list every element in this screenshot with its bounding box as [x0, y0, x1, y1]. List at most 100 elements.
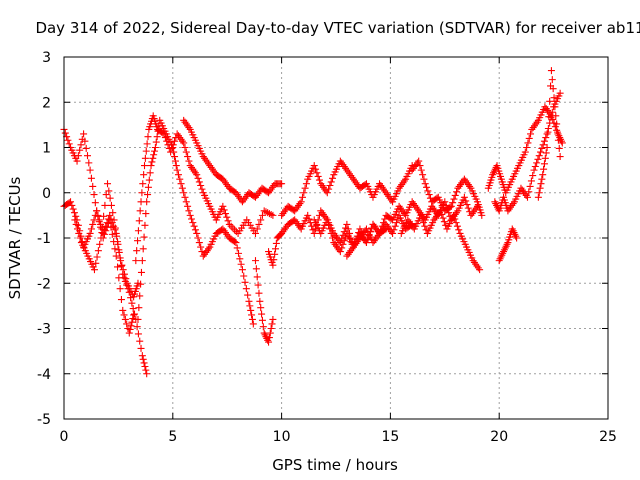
data-point — [302, 180, 310, 188]
data-point — [460, 193, 468, 201]
data-point — [549, 85, 557, 93]
data-point — [527, 177, 535, 185]
data-point — [310, 162, 318, 170]
data-point — [151, 144, 159, 151]
data-point — [89, 220, 97, 228]
data-point — [139, 355, 147, 363]
y-tick-label: 1 — [42, 141, 51, 157]
data-point — [236, 255, 244, 263]
data-point — [235, 249, 243, 257]
data-point — [535, 189, 543, 197]
data-point — [231, 238, 239, 246]
data-point — [182, 148, 190, 156]
data-point — [141, 363, 149, 371]
data-point — [476, 266, 484, 274]
data-point — [86, 166, 94, 174]
data-point — [238, 266, 246, 274]
data-point — [141, 154, 149, 162]
data-point — [97, 234, 105, 242]
data-point — [229, 224, 237, 232]
data-point — [326, 182, 334, 190]
data-point — [95, 216, 103, 224]
data-points — [60, 67, 566, 378]
data-point — [365, 231, 373, 239]
data-point — [537, 180, 545, 188]
data-point — [153, 133, 161, 141]
x-axis-label: GPS time / hours — [272, 456, 398, 474]
data-point — [425, 191, 433, 199]
data-point — [128, 299, 136, 307]
data-point — [173, 166, 181, 174]
data-point — [421, 222, 429, 230]
data-point — [143, 370, 151, 378]
series-track-1 — [60, 125, 138, 337]
data-point — [314, 172, 322, 180]
data-point — [558, 139, 566, 147]
data-point — [118, 261, 126, 269]
data-point — [463, 201, 471, 209]
data-point — [80, 130, 88, 138]
y-tick-label: -1 — [37, 231, 51, 247]
data-point — [344, 225, 352, 233]
data-point — [419, 171, 427, 179]
data-point — [232, 228, 240, 236]
data-point — [258, 310, 266, 318]
data-point — [136, 207, 144, 215]
data-point — [184, 153, 192, 161]
data-point — [267, 325, 275, 332]
data-point — [119, 306, 127, 314]
data-point — [547, 67, 555, 75]
data-point — [67, 198, 75, 206]
data-point — [420, 175, 428, 183]
data-point — [120, 270, 128, 278]
data-point — [548, 108, 556, 116]
data-point — [329, 234, 337, 242]
data-point — [269, 211, 277, 219]
data-point — [538, 175, 546, 183]
data-point — [271, 250, 279, 258]
series-track-4 — [132, 112, 277, 265]
data-point — [452, 219, 460, 227]
data-point — [143, 198, 151, 206]
data-point — [513, 234, 521, 242]
data-point — [77, 141, 85, 149]
data-point — [417, 166, 425, 174]
data-point — [531, 163, 539, 171]
x-tick-label: 25 — [599, 429, 617, 445]
data-point — [233, 244, 241, 252]
data-point — [127, 322, 135, 330]
data-point — [325, 220, 333, 228]
data-point — [170, 148, 178, 156]
data-point — [548, 76, 556, 84]
data-point — [455, 226, 463, 234]
data-point — [545, 113, 553, 121]
data-point — [248, 311, 256, 319]
axis-ticks: -5 -4 -3 -2 -1 0 1 2 3 0 5 10 15 20 25 — [37, 50, 617, 445]
data-point — [87, 225, 95, 233]
data-point — [269, 261, 277, 269]
data-point — [418, 215, 426, 223]
data-point — [305, 215, 313, 223]
data-point — [257, 304, 265, 312]
data-point — [91, 199, 99, 207]
data-point — [143, 140, 151, 148]
chart-title: Day 314 of 2022, Sidereal Day-to-day VTE… — [35, 19, 640, 37]
data-point — [440, 218, 448, 226]
data-point — [122, 275, 130, 283]
data-point — [300, 189, 308, 197]
data-point — [339, 240, 347, 248]
data-point — [366, 228, 374, 236]
data-point — [537, 148, 545, 156]
data-point — [540, 137, 548, 145]
data-point — [117, 296, 125, 304]
data-point — [111, 245, 119, 253]
data-point — [188, 215, 196, 223]
data-point — [315, 176, 323, 184]
data-point — [177, 180, 185, 188]
data-point — [540, 160, 548, 168]
data-point — [304, 211, 312, 219]
series-track-17 — [534, 67, 564, 201]
data-point — [111, 224, 119, 232]
data-point — [244, 291, 252, 299]
series-track-15 — [491, 89, 564, 215]
